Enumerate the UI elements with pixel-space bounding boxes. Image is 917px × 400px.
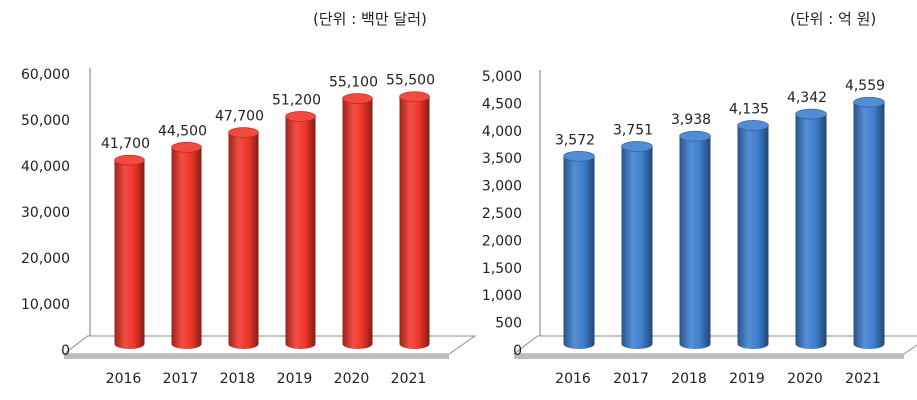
x-tick-label: 2017 [613,371,649,387]
x-tick-label: 2021 [845,371,881,387]
bar [285,111,316,349]
y-tick-label: 20,000 [21,251,70,267]
data-label: 4,342 [787,90,827,106]
data-label: 3,751 [613,122,653,138]
x-tick-label: 2017 [163,371,199,387]
chart-right-plot: 0 500 1,000 1,500 2,000 2,500 3,000 3,500 4,000 4… [482,69,917,387]
data-label: 55,500 [386,73,435,89]
bar [114,154,145,349]
x-tick-label: 2018 [671,371,707,387]
x-tick-label: 2019 [277,371,313,387]
chart-left: (단위 : 백만 달러) 0 10,000 20,000 30,000 40,000 50… [21,10,477,387]
y-tick-label: 2,500 [482,206,522,222]
unit-note-left: (단위 : 백만 달러) [313,10,427,28]
y-tick-label: 0 [61,343,70,359]
x-tick-label: 2020 [787,371,823,387]
x-tick-label: 2016 [106,371,142,387]
y-tick-label: 30,000 [21,205,70,221]
bar [228,127,259,349]
bar [737,120,769,349]
bar [171,142,202,349]
y-tick-label: 500 [495,316,522,332]
data-label: 55,100 [329,75,378,91]
data-label: 3,938 [671,112,711,128]
y-tick-label: 40,000 [21,159,70,175]
x-tick-label: 2018 [220,371,256,387]
y-tick-label: 50,000 [21,113,70,129]
data-label: 47,700 [215,109,264,125]
bar [342,93,373,349]
bar [399,91,430,349]
unit-note-right: (단위 : 억 원) [790,10,877,28]
bar [795,108,827,349]
y-tick-label: 3,500 [482,151,522,167]
chart-right: (단위 : 억 원) 0 500 1,000 1,500 2,000 2,500 3,000… [460,0,917,400]
x-tick-label: 2016 [555,371,591,387]
y-tick-label: 60,000 [21,67,70,83]
bar [621,141,653,349]
y-tick-label: 5,000 [482,69,522,85]
x-tick-label: 2019 [729,371,765,387]
y-tick-label: 4,000 [482,124,522,140]
bar [563,150,595,349]
bar [853,96,885,349]
data-label: 4,135 [729,101,769,117]
chart-left-plot: 0 10,000 20,000 30,000 40,000 50,000 60,000 41,… [21,67,477,387]
bar [679,130,711,349]
data-label: 4,559 [845,78,885,94]
x-tick-label: 2020 [334,371,370,387]
data-label: 41,700 [101,136,150,152]
data-label: 44,500 [158,123,207,139]
data-label: 3,572 [555,132,595,148]
y-tick-label: 1,500 [482,261,522,277]
data-label: 51,200 [272,92,321,108]
y-tick-label: 3,000 [482,179,522,195]
y-tick-label: 4,500 [482,96,522,112]
y-tick-label: 1,000 [482,288,522,304]
x-tick-label: 2021 [391,371,427,387]
y-tick-label: 0 [513,343,522,359]
y-tick-label: 10,000 [21,297,70,313]
y-tick-label: 2,000 [482,233,522,249]
